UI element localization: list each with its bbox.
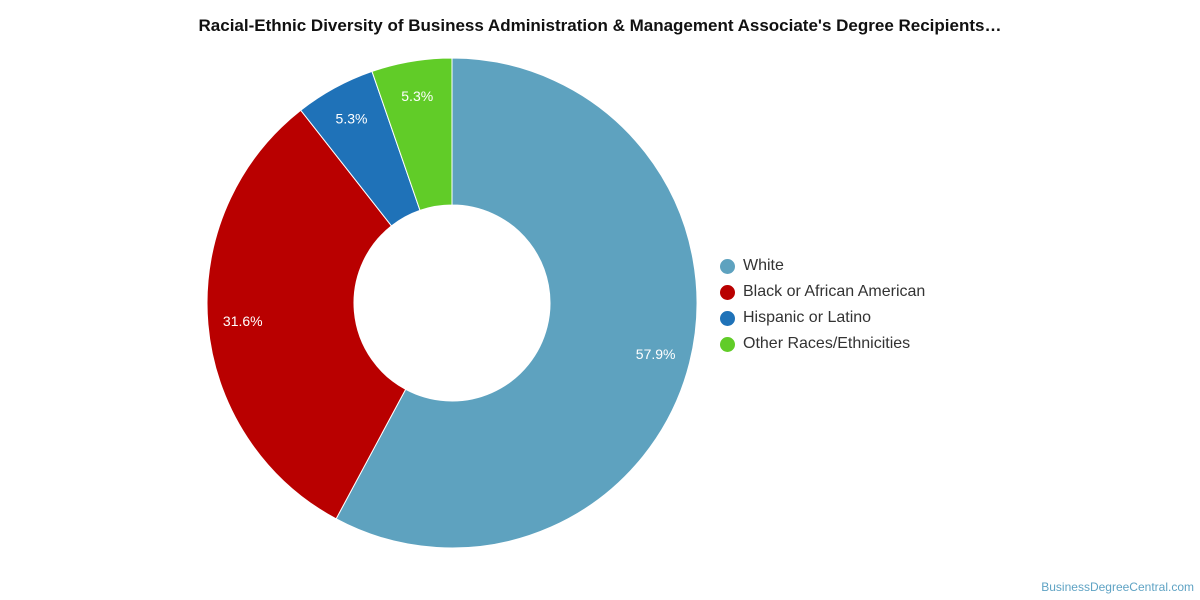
legend-label-white: White xyxy=(743,257,784,274)
legend-swatch-hispanic xyxy=(720,310,735,326)
legend-item-other[interactable]: Other Races/Ethnicities xyxy=(720,331,925,357)
legend: White Black or African American Hispanic… xyxy=(720,253,925,357)
slice-other[interactable] xyxy=(371,57,453,212)
legend-item-black[interactable]: Black or African American xyxy=(720,279,925,305)
slice-black[interactable] xyxy=(206,109,407,520)
legend-swatch-other xyxy=(720,336,735,352)
legend-item-hispanic[interactable]: Hispanic or Latino xyxy=(720,305,925,331)
label-hispanic: 5.3% xyxy=(336,111,368,127)
legend-swatch-white xyxy=(720,258,735,274)
legend-label-black: Black or African American xyxy=(743,283,926,300)
legend-swatch-black xyxy=(720,284,735,300)
legend-label-other: Other Races/Ethnicities xyxy=(743,335,911,352)
legend-item-white[interactable]: White xyxy=(720,253,925,279)
slice-white[interactable] xyxy=(335,57,698,549)
legend-label-hispanic: Hispanic or Latino xyxy=(743,309,872,326)
label-white: 57.9% xyxy=(636,346,676,362)
source-credit[interactable]: BusinessDegreeCentral.com xyxy=(1041,580,1194,594)
label-other: 5.3% xyxy=(401,88,433,104)
label-black: 31.6% xyxy=(223,313,263,329)
chart-title: Racial-Ethnic Diversity of Business Admi… xyxy=(198,16,1002,35)
